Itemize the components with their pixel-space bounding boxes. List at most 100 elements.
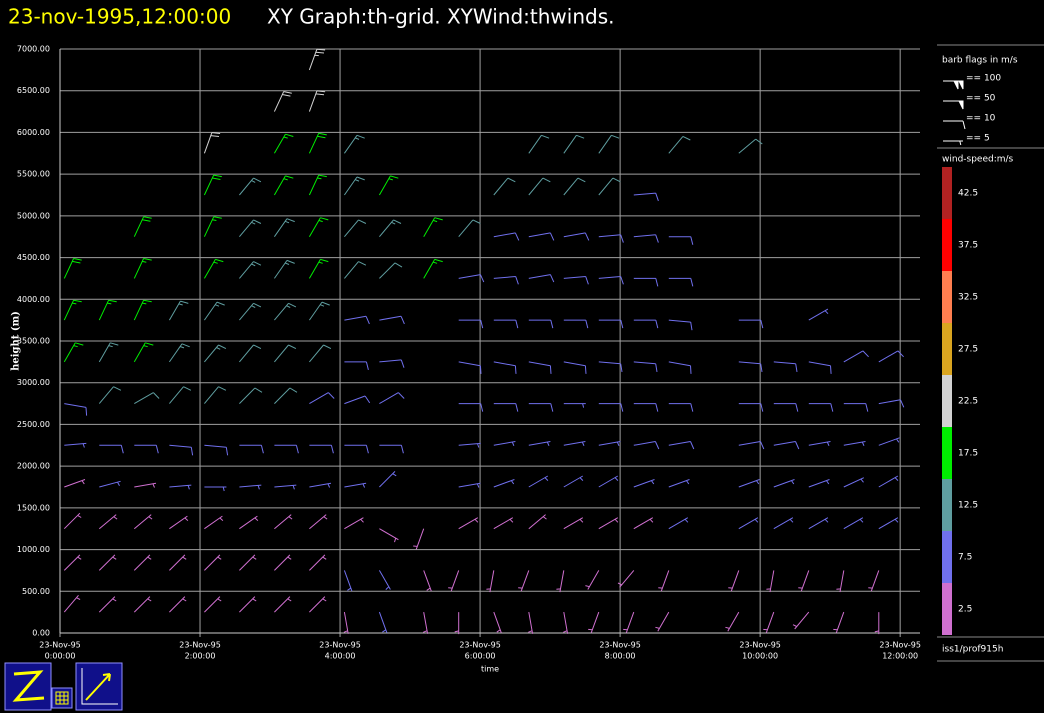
barb-staff <box>423 217 443 237</box>
barb-staff <box>668 479 690 488</box>
wind-barb <box>738 138 763 154</box>
barb-staff <box>239 387 263 404</box>
wind-barb <box>598 177 621 196</box>
barb-staff <box>486 570 495 593</box>
wind-barb <box>458 482 481 488</box>
wind-barb <box>493 403 519 412</box>
wind-barb <box>668 403 694 412</box>
wind-barb <box>379 359 405 368</box>
barb-staff <box>738 517 759 530</box>
wind-barb <box>792 611 810 630</box>
wind-barb <box>588 611 600 633</box>
grid-icon[interactable] <box>51 687 73 709</box>
wind-barb <box>763 611 775 633</box>
barb-staff <box>308 217 329 237</box>
wind-barb <box>379 315 405 325</box>
wind-barb <box>493 611 502 633</box>
wind-barb <box>458 442 481 448</box>
color-swatch <box>942 167 952 219</box>
barb-staff <box>808 517 829 530</box>
barb-staff <box>344 395 371 405</box>
x-tick-label: 23-Nov-95 <box>179 641 221 650</box>
wind-barb <box>378 611 388 633</box>
barb-staff <box>633 517 654 530</box>
wind-barb <box>169 554 187 571</box>
barb-staff <box>598 276 624 285</box>
barb-staff <box>563 361 587 374</box>
wind-barb <box>808 517 829 530</box>
zebra-icon[interactable] <box>4 662 52 711</box>
barb-staff <box>309 482 332 488</box>
barb-staff <box>598 361 623 372</box>
wind-barb <box>843 517 864 530</box>
wind-barb <box>633 277 659 287</box>
barb-staff <box>874 612 880 635</box>
wind-barb <box>203 258 224 279</box>
wind-barb <box>528 514 547 530</box>
barb-staff <box>133 299 152 321</box>
wind-barb <box>204 444 229 456</box>
barb-staff <box>239 302 262 321</box>
barb-staff <box>493 319 519 329</box>
barb-staff <box>344 219 367 238</box>
wind-barb <box>738 517 759 530</box>
wind-barb <box>528 475 549 488</box>
color-legend-label: 17.5 <box>958 449 978 459</box>
barb-staff <box>668 441 695 450</box>
wind-barb <box>563 517 584 530</box>
wind-barb <box>273 91 292 112</box>
barb-staff <box>134 482 157 488</box>
wind-barb <box>309 514 328 530</box>
wind-barb <box>808 403 834 412</box>
barb-staff <box>169 444 194 456</box>
barb-staff <box>63 299 82 321</box>
barb-staff <box>133 216 152 237</box>
wind-barb <box>204 554 222 571</box>
wind-barb <box>633 234 659 243</box>
barb-staff <box>454 612 460 635</box>
barb-staff <box>379 444 404 454</box>
wind-barb <box>203 216 222 237</box>
wind-barb <box>598 276 624 285</box>
wind-barb <box>454 612 460 635</box>
wind-barb <box>493 441 516 446</box>
wind-barb <box>379 392 405 405</box>
barb-staff <box>633 277 659 287</box>
xy-icon[interactable] <box>75 662 123 711</box>
y-tick-label: 2500.00 <box>17 420 50 429</box>
y-tick-label: 7000.00 <box>17 45 50 54</box>
barb-staff <box>623 611 635 633</box>
barb-staff <box>843 403 869 412</box>
wind-barb <box>773 479 795 488</box>
barb-staff <box>379 219 402 238</box>
barb-staff <box>563 276 589 285</box>
barb-staff <box>598 517 619 530</box>
barb-staff <box>344 361 369 371</box>
barb-staff <box>273 175 294 196</box>
barb-staff <box>943 140 963 146</box>
barb-staff <box>458 442 481 448</box>
wind-barb <box>309 444 334 454</box>
wind-barb <box>668 441 695 450</box>
flag-legend-label: == 10 <box>966 114 996 124</box>
wind-barb <box>98 386 122 404</box>
legend-barb <box>943 120 966 130</box>
barb-staff <box>458 219 481 238</box>
flag-legend-label: == 100 <box>966 74 1001 84</box>
wind-barb <box>738 479 760 488</box>
barb-staff <box>588 611 600 633</box>
flag-legend-label: == 5 <box>966 134 990 144</box>
barb-staff <box>668 135 691 154</box>
barb-staff <box>239 515 259 530</box>
wind-barb <box>133 258 152 279</box>
barb-staff <box>99 480 121 488</box>
wind-barb <box>598 403 624 412</box>
barb-staff <box>273 218 295 237</box>
wind-barb <box>274 387 298 404</box>
barb-staff <box>633 403 659 412</box>
barb-staff <box>493 276 519 285</box>
barb-staff <box>239 444 264 454</box>
wind-barb <box>878 399 905 408</box>
